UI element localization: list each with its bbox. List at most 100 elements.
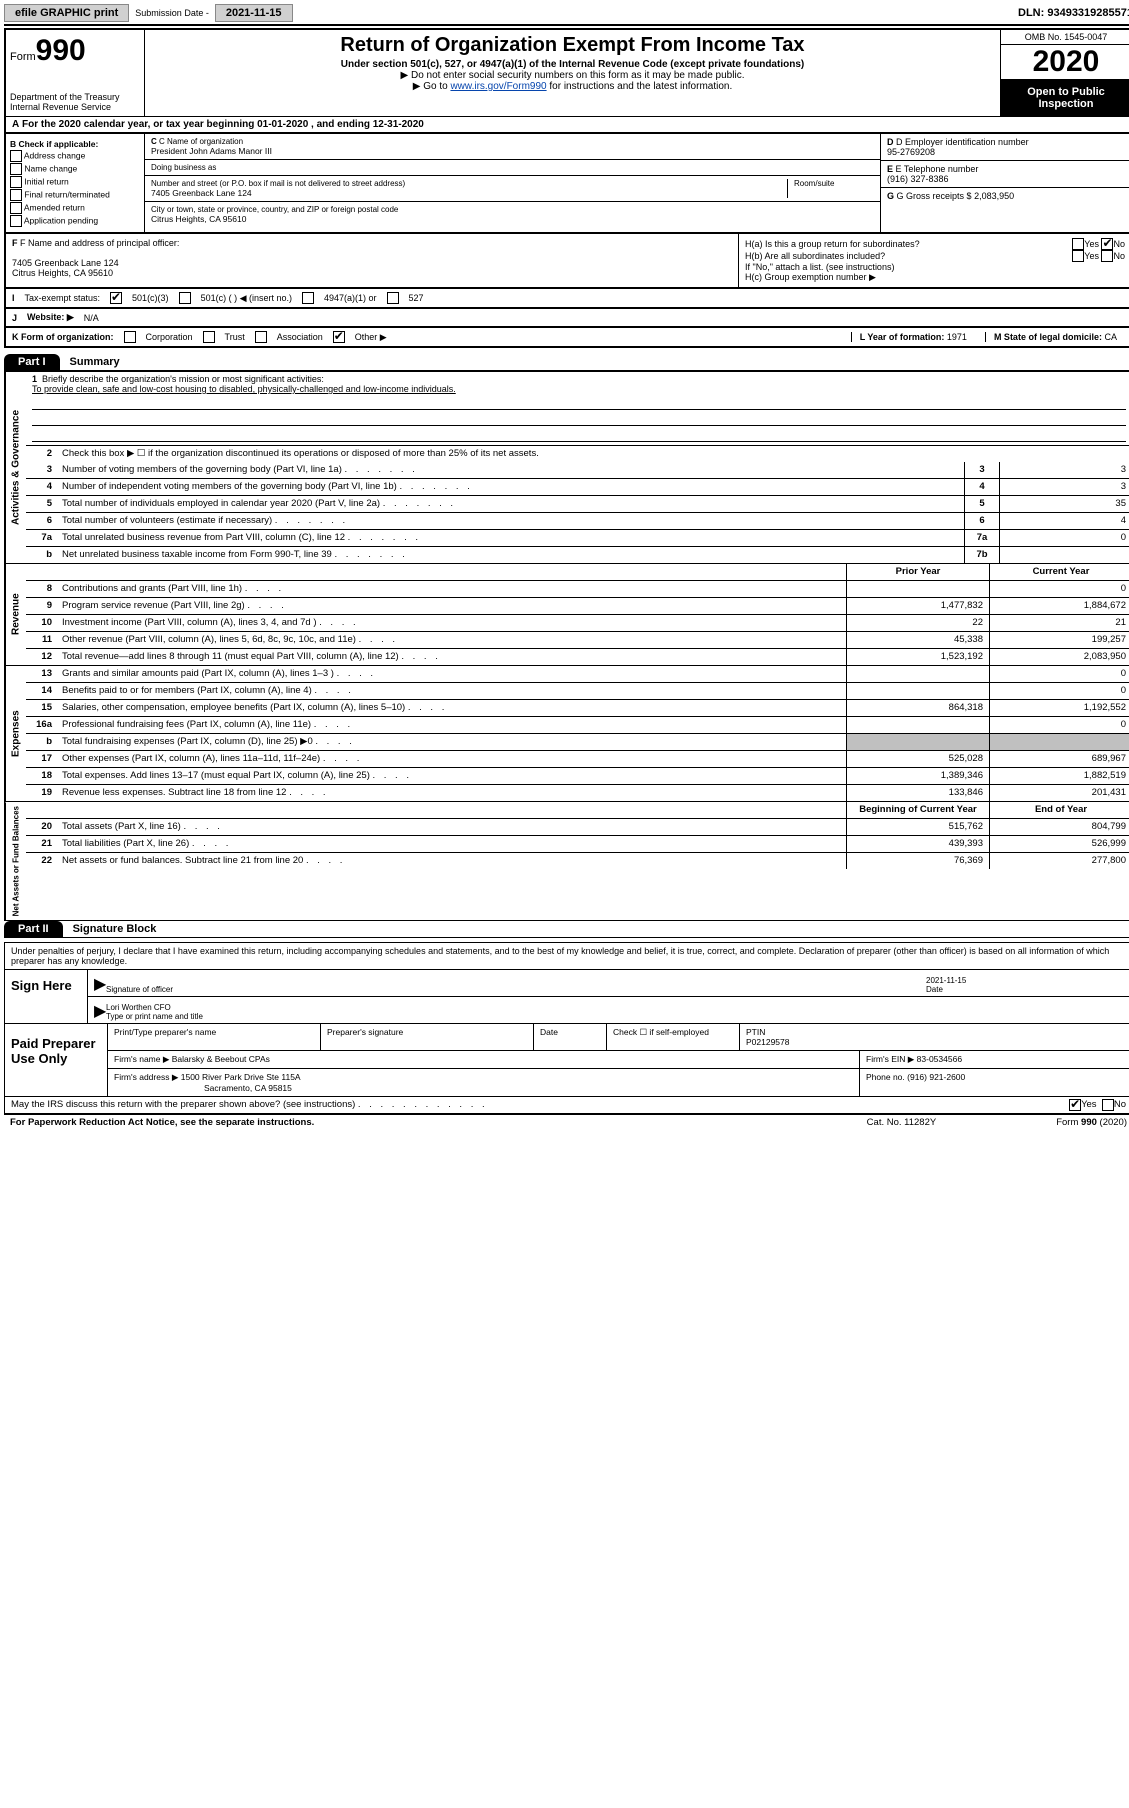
city-label: City or town, state or province, country…	[151, 205, 874, 214]
arrow-icon: ▶	[94, 1001, 106, 1021]
line-text: Contributions and grants (Part VIII, lin…	[58, 581, 846, 597]
current-value: 0	[989, 666, 1129, 682]
paid-preparer-label: Paid Preparer Use Only	[5, 1024, 108, 1096]
hb-note: If "No," attach a list. (see instruction…	[745, 262, 1125, 272]
current-value: 199,257	[989, 632, 1129, 648]
line-text: Salaries, other compensation, employee b…	[58, 700, 846, 716]
section-f-h: F F Name and address of principal office…	[4, 232, 1129, 287]
q1-text: Briefly describe the organization's miss…	[42, 374, 324, 384]
prior-value	[846, 666, 989, 682]
checkbox[interactable]	[1101, 250, 1113, 262]
discuss-question: May the IRS discuss this return with the…	[11, 1099, 1069, 1111]
prior-value: 133,846	[846, 785, 989, 801]
line-text: Total fundraising expenses (Part IX, col…	[58, 734, 846, 750]
line-value: 4	[999, 513, 1129, 529]
checkbox[interactable]	[255, 331, 267, 343]
state-domicile: CA	[1104, 332, 1117, 342]
firm-ein: 83-0534566	[917, 1054, 962, 1064]
tax-status-row: I Tax-exempt status: 501(c)(3) 501(c) ( …	[4, 287, 1129, 307]
ptin: P02129578	[746, 1037, 790, 1047]
line-text: Net assets or fund balances. Subtract li…	[58, 853, 846, 869]
governance-section: Activities & Governance 1 Briefly descri…	[4, 371, 1129, 564]
part-1-header: Part I Summary	[4, 354, 1129, 371]
c-label: C Name of organization	[159, 137, 243, 146]
phone: (916) 327-8386	[887, 174, 1125, 184]
firm-phone: (916) 921-2600	[907, 1072, 965, 1082]
e-label: E Telephone number	[896, 164, 979, 174]
current-value: 21	[989, 615, 1129, 631]
checkbox[interactable]	[10, 150, 22, 162]
current-value: 201,431	[989, 785, 1129, 801]
gross-receipts: 2,083,950	[974, 191, 1014, 201]
prior-value: 439,393	[846, 836, 989, 852]
line-text: Total expenses. Add lines 13–17 (must eq…	[58, 768, 846, 784]
line-text: Total unrelated business revenue from Pa…	[58, 530, 964, 546]
checkbox[interactable]	[10, 215, 22, 227]
prior-year-hdr: Prior Year	[846, 564, 989, 580]
ein: 95-2769208	[887, 147, 1125, 157]
open-inspection: Open to Public Inspection	[1001, 80, 1129, 116]
checkbox[interactable]	[302, 292, 314, 304]
checkbox[interactable]	[179, 292, 191, 304]
firm-addr2: Sacramento, CA 95815	[114, 1083, 853, 1093]
checkbox[interactable]	[1069, 1099, 1081, 1111]
net-assets-section: Net Assets or Fund Balances Beginning of…	[4, 802, 1129, 921]
g-label: G Gross receipts $	[897, 191, 972, 201]
mission-text: To provide clean, safe and low-cost hous…	[32, 384, 1126, 394]
subtitle-2: ▶ Do not enter social security numbers o…	[151, 70, 994, 81]
line-text: Grants and similar amounts paid (Part IX…	[58, 666, 846, 682]
expenses-section: Expenses 13Grants and similar amounts pa…	[4, 666, 1129, 802]
line-value: 0	[999, 530, 1129, 546]
checkbox[interactable]	[10, 163, 22, 175]
checkbox[interactable]	[1101, 238, 1113, 250]
prior-value: 525,028	[846, 751, 989, 767]
line-text: Revenue less expenses. Subtract line 18 …	[58, 785, 846, 801]
checkbox[interactable]	[1102, 1099, 1114, 1111]
form990-link[interactable]: www.irs.gov/Form990	[450, 81, 546, 92]
checkbox[interactable]	[203, 331, 215, 343]
dln: DLN: 93493319285571	[1018, 7, 1129, 19]
signature-block: Under penalties of perjury, I declare th…	[4, 942, 1129, 1114]
year-formation: 1971	[947, 332, 967, 342]
checkbox[interactable]	[10, 202, 22, 214]
prior-value: 1,477,832	[846, 598, 989, 614]
part-2-title: Signature Block	[63, 921, 167, 937]
subtitle-3: ▶ Go to www.irs.gov/Form990 for instruct…	[151, 81, 994, 92]
line-text: Total number of volunteers (estimate if …	[58, 513, 964, 529]
k-row: K Form of organization: Corporation Trus…	[4, 326, 1129, 348]
checkbox[interactable]	[124, 331, 136, 343]
prior-value	[846, 717, 989, 733]
line-text: Professional fundraising fees (Part IX, …	[58, 717, 846, 733]
sign-here-label: Sign Here	[5, 970, 88, 1023]
line-text: Total liabilities (Part X, line 26) . . …	[58, 836, 846, 852]
subtitle-1: Under section 501(c), 527, or 4947(a)(1)…	[151, 59, 994, 70]
current-value: 1,884,672	[989, 598, 1129, 614]
checkbox[interactable]	[10, 176, 22, 188]
street-address: 7405 Greenback Lane 124	[151, 188, 787, 198]
omb-number: OMB No. 1545-0047	[1001, 30, 1129, 45]
checkbox[interactable]	[387, 292, 399, 304]
current-value: 1,882,519	[989, 768, 1129, 784]
line-value: 3	[999, 479, 1129, 495]
submission-date-button[interactable]: 2021-11-15	[215, 4, 293, 22]
checkbox[interactable]	[110, 292, 122, 304]
net-vlabel: Net Assets or Fund Balances	[5, 802, 26, 920]
checkbox[interactable]	[1072, 238, 1084, 250]
prior-value: 1,523,192	[846, 649, 989, 665]
line-text: Net unrelated business taxable income fr…	[58, 547, 964, 563]
page-footer: For Paperwork Reduction Act Notice, see …	[4, 1114, 1129, 1130]
tax-label: Tax-exempt status:	[25, 293, 101, 303]
d-label: D Employer identification number	[896, 137, 1029, 147]
current-value: 526,999	[989, 836, 1129, 852]
current-value: 0	[989, 581, 1129, 597]
prior-value	[846, 683, 989, 699]
expenses-vlabel: Expenses	[5, 666, 26, 801]
room-label: Room/suite	[794, 179, 874, 188]
self-employed-hdr: Check ☐ if self-employed	[607, 1024, 740, 1050]
prior-value: 45,338	[846, 632, 989, 648]
org-name: President John Adams Manor III	[151, 146, 874, 156]
checkbox[interactable]	[10, 189, 22, 201]
checkbox[interactable]	[333, 331, 345, 343]
efile-button[interactable]: efile GRAPHIC print	[4, 4, 129, 22]
checkbox[interactable]	[1072, 250, 1084, 262]
